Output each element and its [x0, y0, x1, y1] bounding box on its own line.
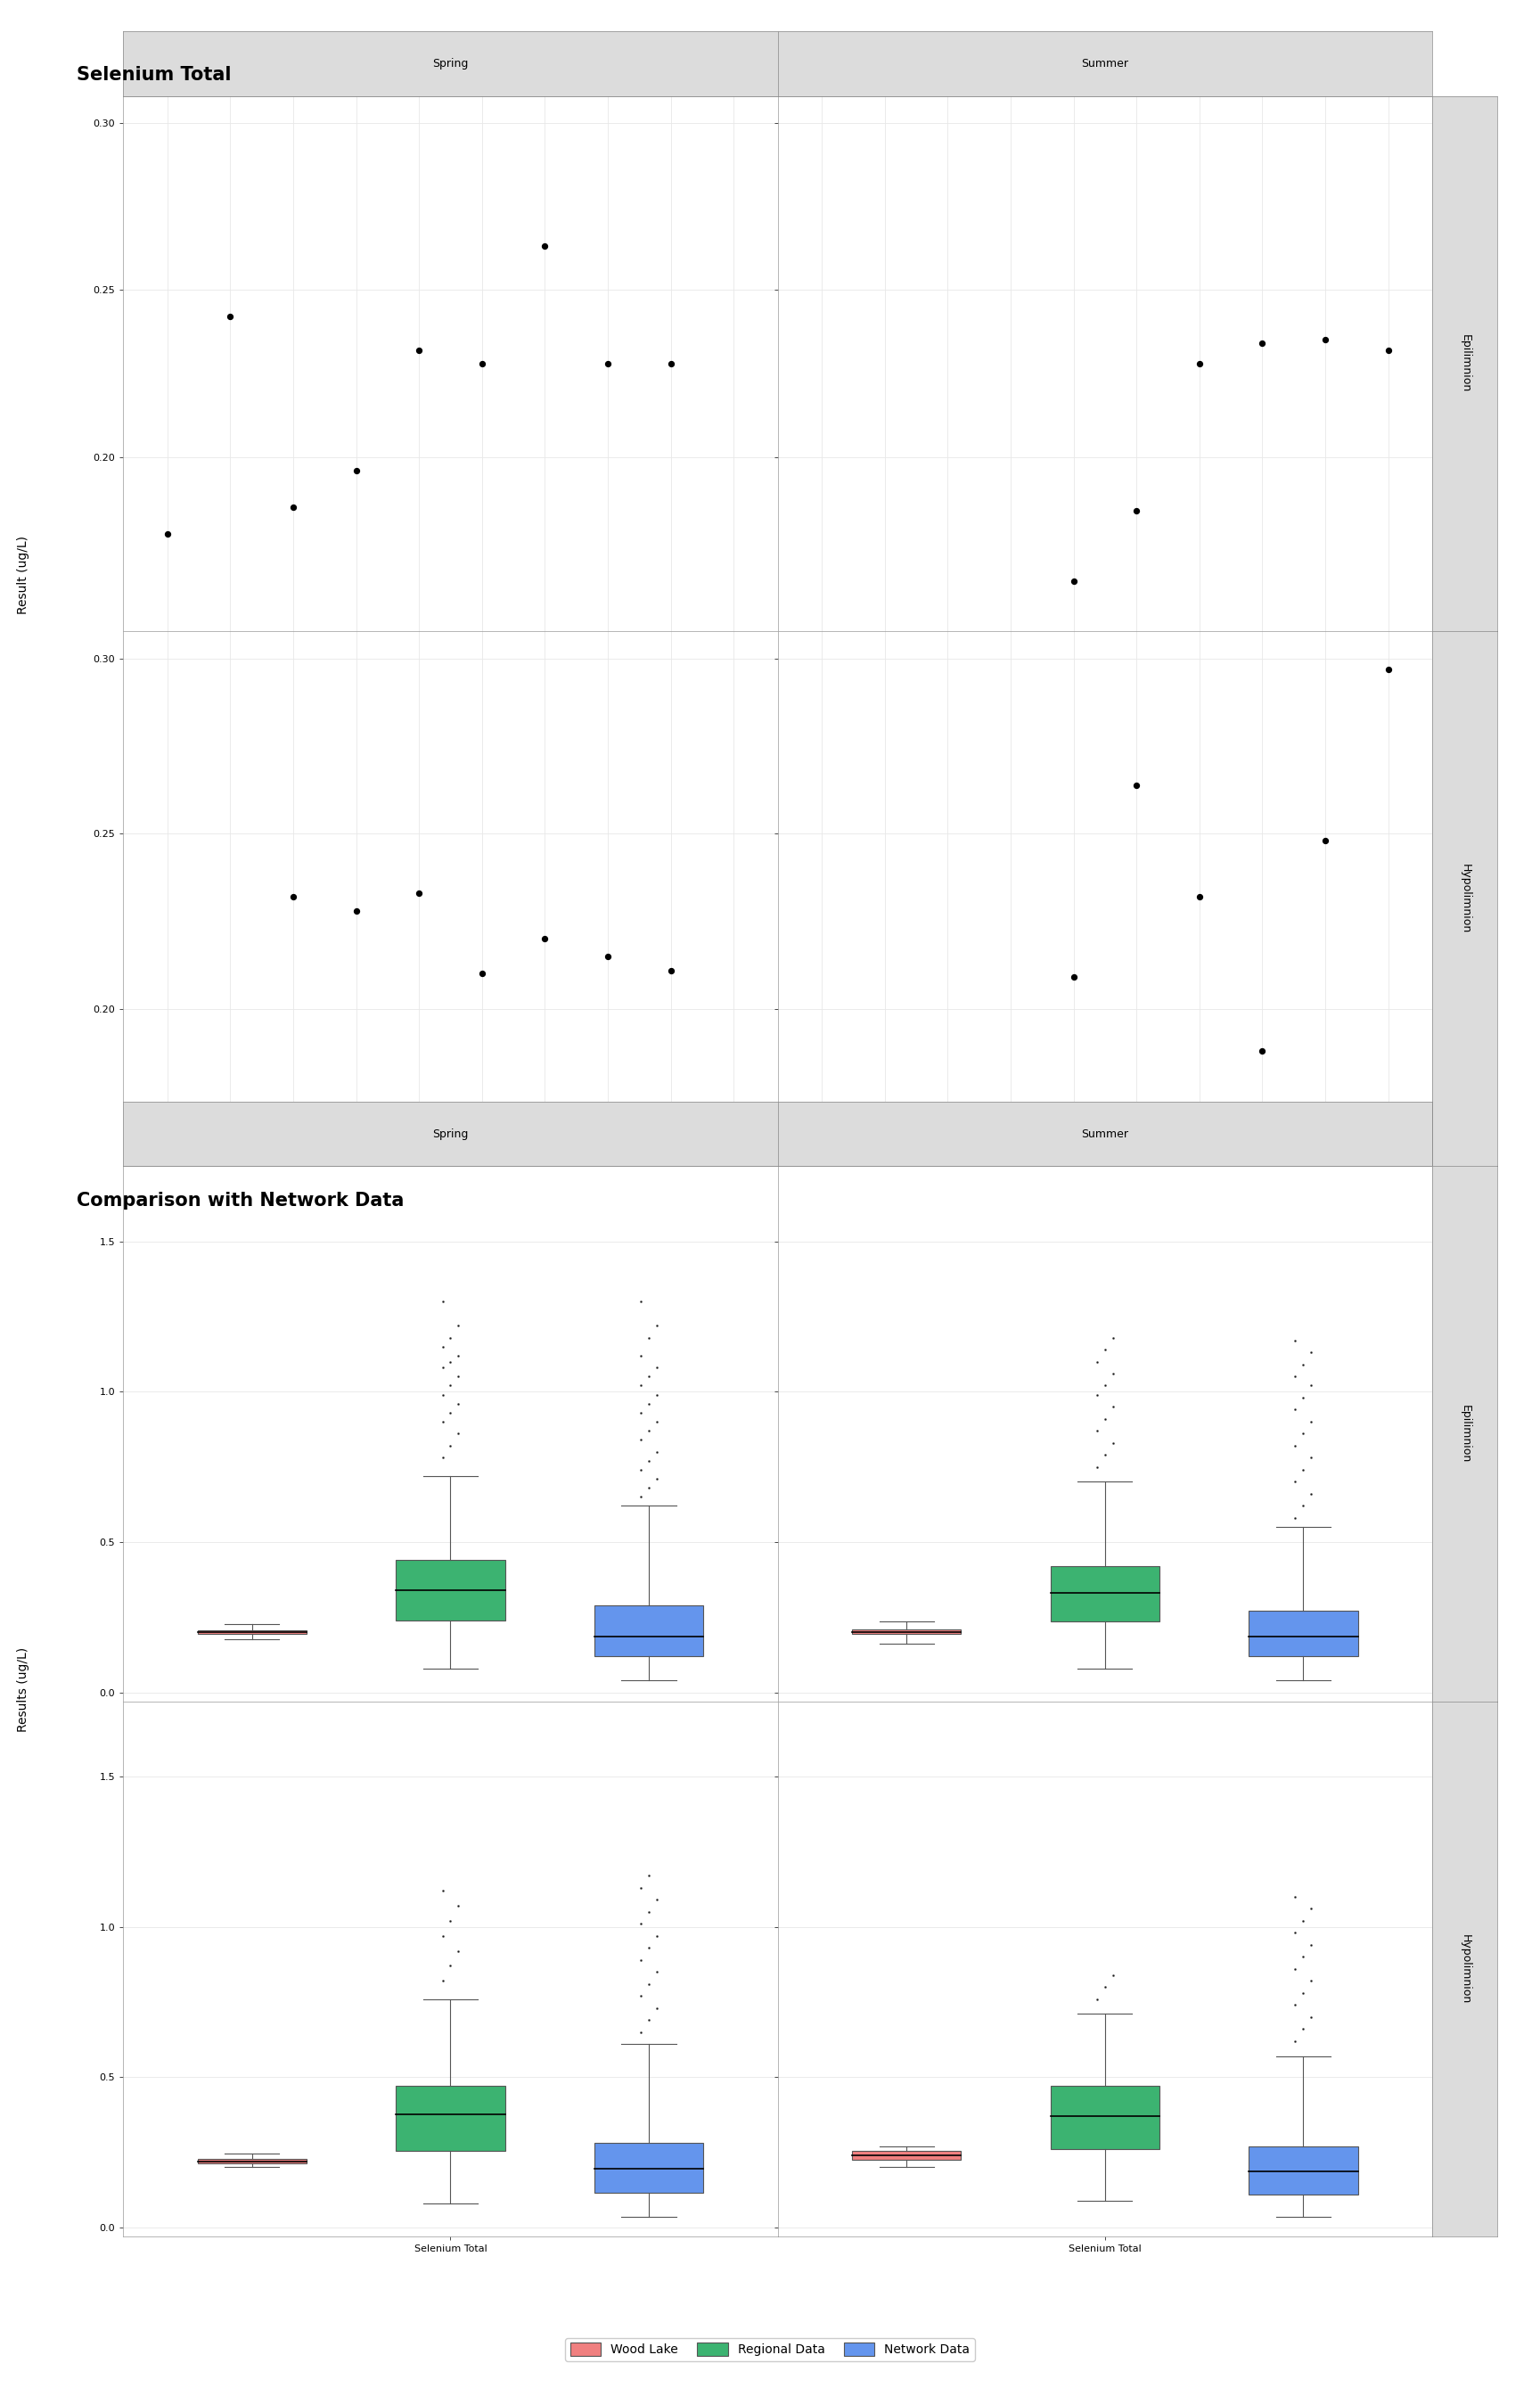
- Point: [659, 951, 684, 990]
- Point: [659, 345, 684, 383]
- Point: [1375, 331, 1400, 369]
- Point: [1314, 321, 1338, 359]
- Point: [156, 515, 180, 553]
- Bar: [852, 1629, 961, 1634]
- Point: [1314, 822, 1338, 860]
- Point: [1061, 561, 1086, 599]
- Text: Result (ug/L): Result (ug/L): [17, 537, 29, 613]
- Point: [407, 875, 431, 913]
- Bar: [1050, 2087, 1160, 2149]
- Bar: [594, 1605, 704, 1656]
- Point: [407, 331, 431, 369]
- Point: [533, 920, 557, 958]
- Bar: [197, 1629, 306, 1634]
- Point: [533, 228, 557, 266]
- Bar: [594, 2144, 704, 2192]
- Point: [343, 450, 368, 489]
- Point: [1124, 491, 1149, 530]
- Point: [596, 937, 621, 975]
- Bar: [197, 2159, 306, 2164]
- Point: [470, 954, 494, 992]
- Legend: Wood Lake, Regional Data, Network Data: Wood Lake, Regional Data, Network Data: [565, 2338, 975, 2360]
- Bar: [1050, 1567, 1160, 1622]
- Point: [1187, 345, 1212, 383]
- Point: [217, 297, 242, 335]
- Point: [1375, 649, 1400, 688]
- Bar: [396, 1560, 505, 1620]
- Point: [470, 345, 494, 383]
- Point: [596, 345, 621, 383]
- Text: Comparison with Network Data: Comparison with Network Data: [77, 1193, 405, 1210]
- Point: [1187, 877, 1212, 915]
- Point: [280, 877, 305, 915]
- Text: Results (ug/L): Results (ug/L): [17, 1646, 29, 1732]
- Point: [1061, 958, 1086, 997]
- Bar: [1249, 1610, 1358, 1656]
- Bar: [1249, 2147, 1358, 2195]
- Bar: [852, 2152, 961, 2159]
- Point: [1250, 323, 1275, 362]
- Point: [280, 489, 305, 527]
- Bar: [396, 2087, 505, 2152]
- Point: [1250, 1033, 1275, 1071]
- Text: Selenium Total: Selenium Total: [77, 67, 231, 84]
- Point: [343, 891, 368, 930]
- Point: [1124, 767, 1149, 805]
